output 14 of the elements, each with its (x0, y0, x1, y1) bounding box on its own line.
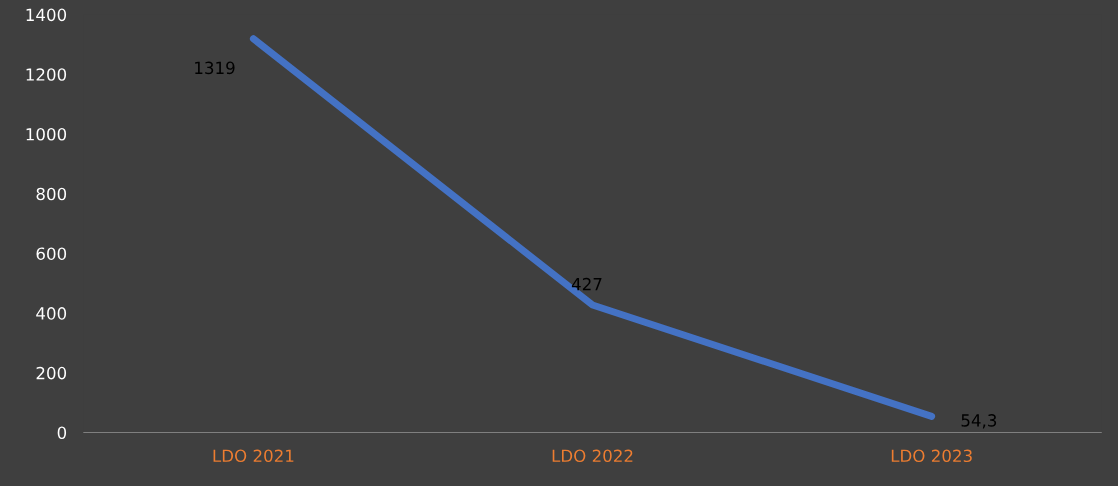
y-tick-label: 600 (36, 247, 67, 260)
data-label: 1319 (195, 61, 235, 75)
x-tick-label: LDO 2023 (891, 449, 972, 463)
y-tick-label: 400 (36, 307, 67, 320)
y-tick-label: 1400 (26, 8, 67, 22)
data-label: 427 (571, 277, 602, 291)
y-tick-label: 800 (36, 187, 67, 201)
y-tick-label: 1000 (26, 127, 67, 141)
x-tick-label: LDO 2022 (552, 449, 633, 463)
y-tick-label: 200 (36, 366, 67, 380)
x-tick-label: LDO 2021 (213, 449, 294, 463)
y-tick-label: 0 (57, 426, 67, 440)
y-tick-label: 1200 (26, 68, 67, 81)
data-label: 54,3 (961, 414, 997, 429)
